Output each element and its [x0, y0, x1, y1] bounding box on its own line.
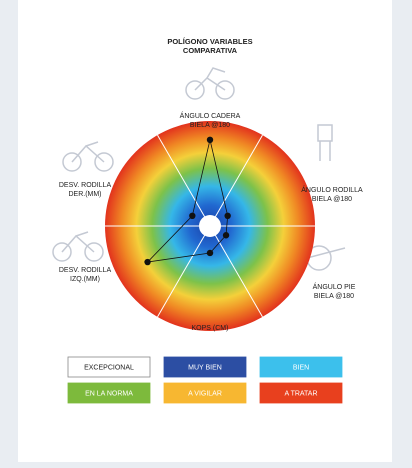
data-point	[144, 258, 151, 266]
chart-title: POLÍGONO VARIABLES	[167, 37, 252, 46]
data-point	[206, 136, 214, 143]
legend-label: EN LA NORMA	[85, 390, 133, 397]
axis-label: DESV. RODILLA	[59, 267, 112, 274]
legend-swatch	[163, 382, 247, 404]
legend-label: A VIGILAR	[188, 390, 222, 397]
legend-label: MUY BIEN	[188, 364, 222, 371]
data-point	[222, 232, 230, 239]
axis-label: BIELA @180	[314, 293, 354, 300]
data-point	[224, 212, 231, 219]
legend-label: BIEN	[293, 364, 309, 371]
chart-title: COMPARATIVA	[183, 46, 238, 55]
legend-swatch	[67, 356, 151, 378]
axis-label: IZQ.(MM)	[70, 276, 100, 283]
axis-label: DER.(MM)	[68, 191, 101, 198]
axis-label: ÁNGULO RODILLA	[301, 185, 363, 194]
axis-label: BIELA @180	[190, 122, 230, 129]
axis-label: ÁNGULO CADERA	[180, 111, 241, 120]
legend-swatch	[259, 382, 343, 404]
data-point	[189, 212, 196, 219]
axis-label: KOPS (CM)	[192, 325, 229, 332]
legend-swatch	[163, 356, 247, 378]
data-point	[206, 249, 214, 257]
legend-swatch	[259, 356, 343, 378]
axis-label: ÁNGULO PIE	[313, 282, 356, 291]
axis-label: DESV. RODILLA	[59, 182, 112, 189]
center-hole	[199, 215, 221, 237]
legend-label: EXCEPCIONAL	[84, 364, 134, 371]
legend-label: A TRATAR	[284, 390, 317, 397]
axis-label: BIELA @180	[312, 196, 352, 203]
legend-swatch	[67, 382, 151, 404]
